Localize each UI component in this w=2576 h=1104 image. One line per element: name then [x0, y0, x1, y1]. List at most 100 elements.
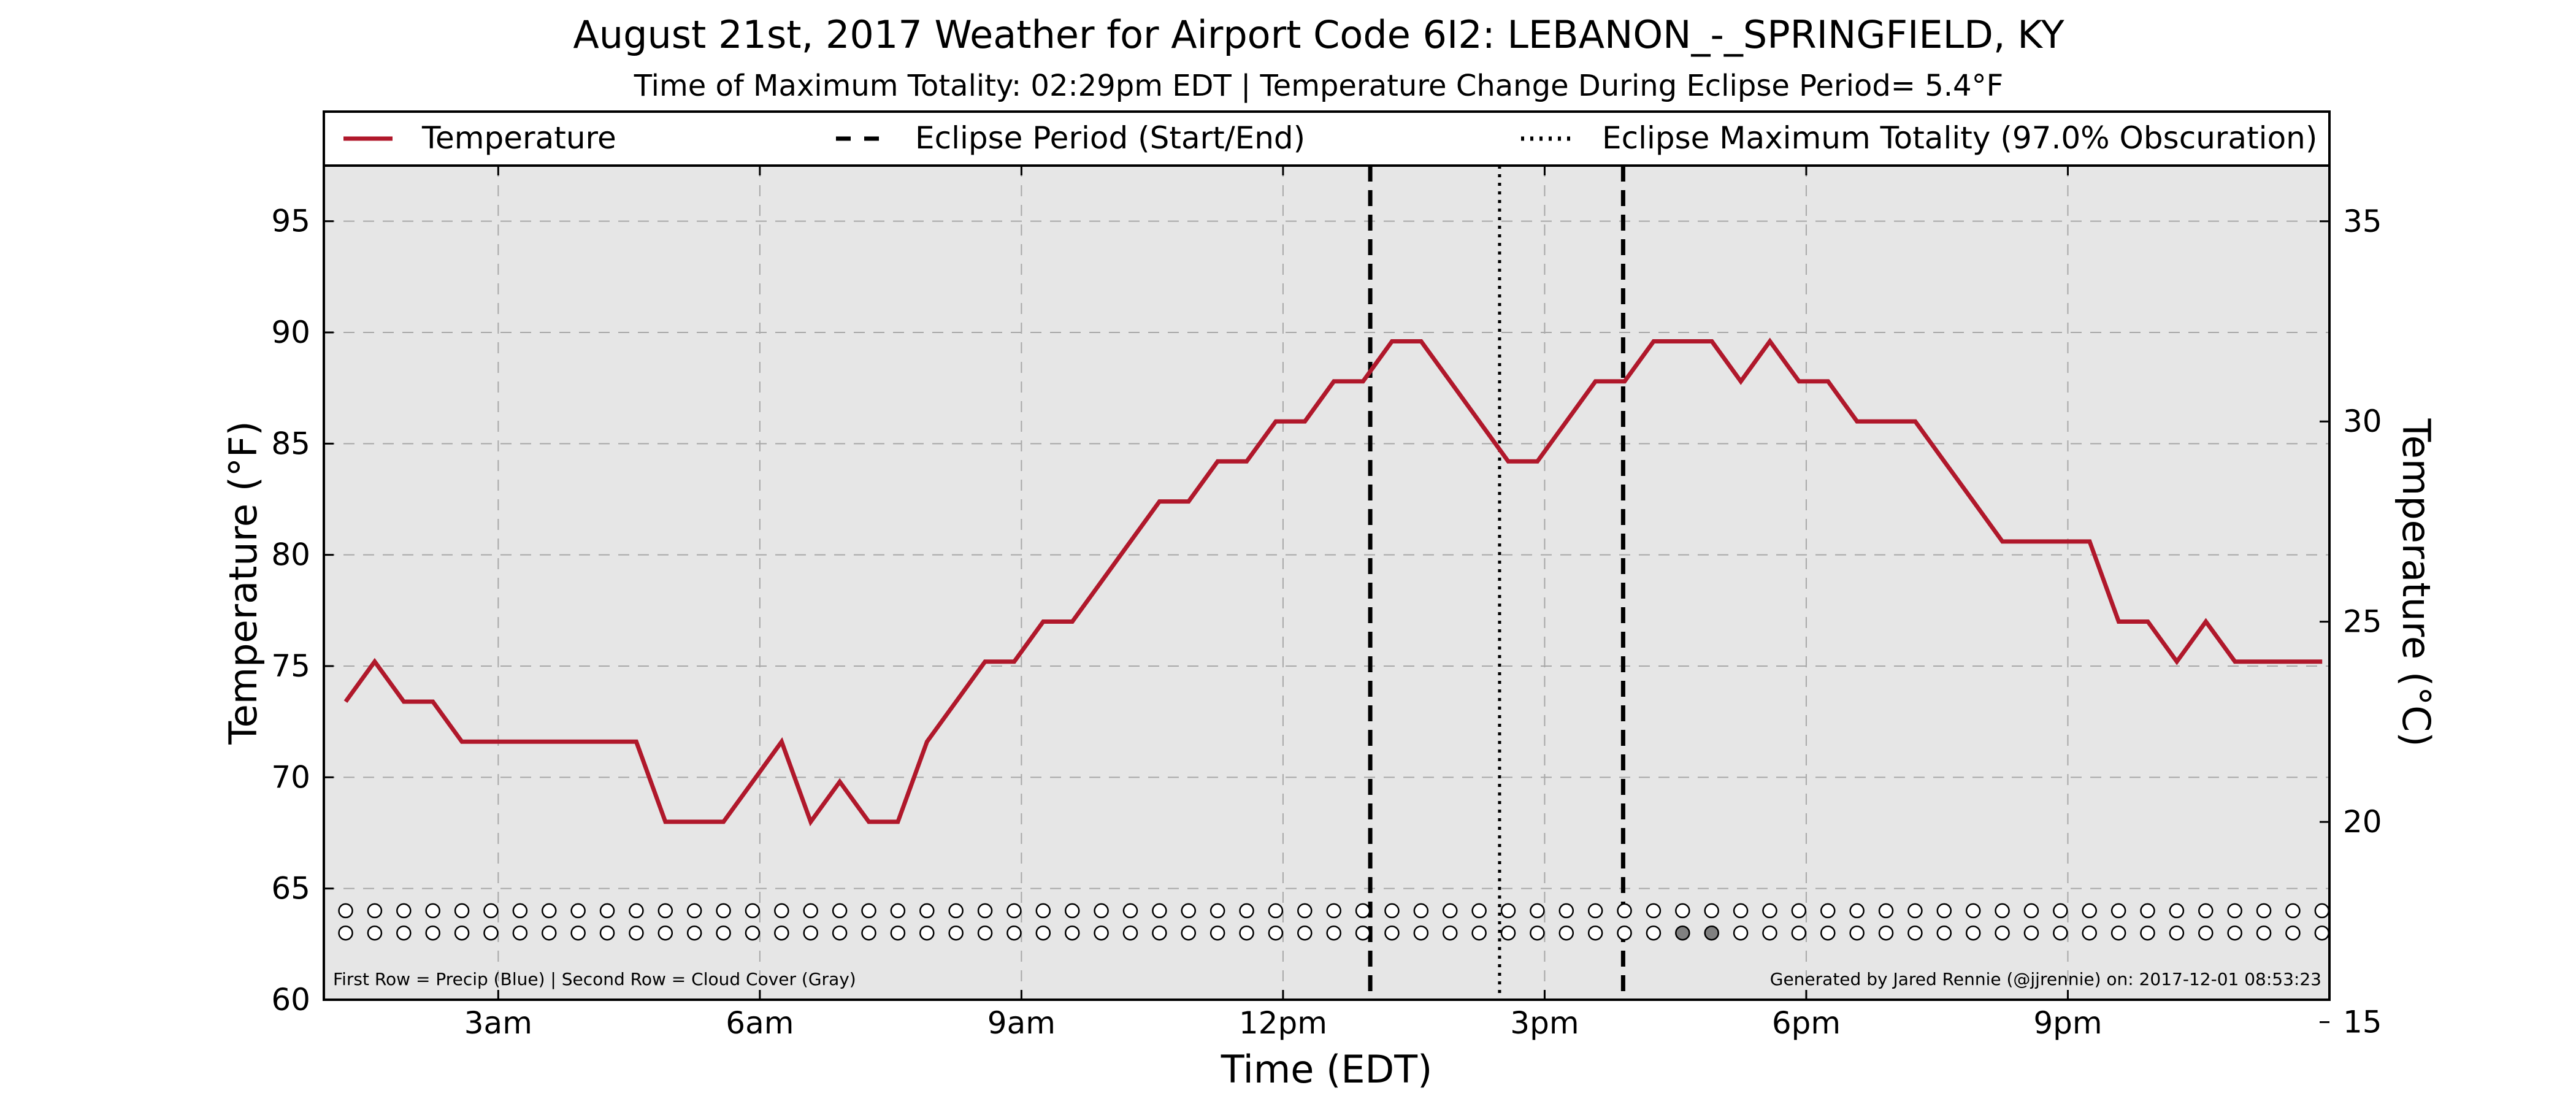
- precip-indicator: [1094, 903, 1109, 919]
- cloud-cover-indicator: [1704, 925, 1719, 941]
- cloud-cover-indicator: [2314, 925, 2330, 941]
- precip-indicator: [832, 903, 848, 919]
- legend-box: [323, 110, 2331, 167]
- precip-indicator: [1181, 903, 1197, 919]
- cloud-cover-indicator: [1995, 925, 2010, 941]
- footnote-right: Generated by Jared Rennie (@jjrennie) on…: [1770, 969, 2321, 989]
- cloud-cover-indicator: [1530, 925, 1545, 941]
- cloud-cover-indicator: [1035, 925, 1051, 941]
- precip-indicator: [919, 903, 935, 919]
- cloud-cover-indicator: [2082, 925, 2097, 941]
- precip-indicator: [1849, 903, 1865, 919]
- cloud-cover-indicator: [1355, 925, 1371, 941]
- precip-indicator: [1239, 903, 1254, 919]
- cloud-cover-indicator: [1209, 925, 1225, 941]
- cloud-cover-indicator: [919, 925, 935, 941]
- cloud-cover-indicator: [1791, 925, 1807, 941]
- precip-indicator: [948, 903, 964, 919]
- y-tick-label: 60: [271, 982, 310, 1018]
- precip-indicator: [1965, 903, 1981, 919]
- precip-indicator: [1617, 903, 1632, 919]
- precip-indicator: [1820, 903, 1836, 919]
- grid-layer: [324, 166, 2329, 1024]
- cloud-cover-indicator: [599, 925, 615, 941]
- precip-indicator: [1995, 903, 2010, 919]
- precip-indicator: [1413, 903, 1429, 919]
- precip-indicator: [2314, 903, 2330, 919]
- precip-indicator: [1733, 903, 1749, 919]
- precip-indicator: [1762, 903, 1777, 919]
- cloud-cover-indicator: [396, 925, 412, 941]
- precip-indicator: [1326, 903, 1341, 919]
- cloud-cover-indicator: [1297, 925, 1313, 941]
- precip-indicator: [2198, 903, 2214, 919]
- precip-indicator: [483, 903, 499, 919]
- precip-indicator: [861, 903, 876, 919]
- precip-indicator: [1675, 903, 1690, 919]
- cloud-cover-indicator: [774, 925, 789, 941]
- cloud-cover-indicator: [1820, 925, 1836, 941]
- precip-indicator: [745, 903, 761, 919]
- precip-indicator: [2140, 903, 2155, 919]
- y-tick-label-right: 15: [2343, 1005, 2382, 1040]
- cloud-cover-indicator: [1268, 925, 1284, 941]
- cloud-cover-indicator: [1907, 925, 1923, 941]
- cloud-cover-indicator: [1849, 925, 1865, 941]
- cloud-cover-indicator: [2140, 925, 2155, 941]
- cloud-cover-indicator: [2169, 925, 2185, 941]
- precip-indicator: [1500, 903, 1516, 919]
- precip-indicator: [1297, 903, 1313, 919]
- precip-indicator: [774, 903, 789, 919]
- cloud-cover-indicator: [716, 925, 731, 941]
- cloud-cover-indicator: [1762, 925, 1777, 941]
- cloud-cover-indicator: [1471, 925, 1487, 941]
- y-tick-label: 85: [271, 426, 310, 461]
- eclipse-lines: [1368, 166, 1625, 1000]
- precip-indicator: [1442, 903, 1458, 919]
- precip-indicator: [1006, 903, 1022, 919]
- precip-indicator: [599, 903, 615, 919]
- precip-indicator: [977, 903, 993, 919]
- cloud-cover-indicator: [1878, 925, 1894, 941]
- cloud-cover-indicator: [1413, 925, 1429, 941]
- cloud-cover-indicator: [861, 925, 876, 941]
- indicator-rows: [338, 903, 2330, 941]
- x-tick-label: 9am: [987, 1005, 1056, 1041]
- x-tick-label: 9pm: [2033, 1005, 2102, 1041]
- cloud-cover-indicator: [948, 925, 964, 941]
- y-tick-label: 95: [271, 204, 310, 239]
- y-tick-label: 90: [271, 315, 310, 350]
- chart-title: August 21st, 2017 Weather for Airport Co…: [573, 12, 2064, 57]
- precip-indicator: [1152, 903, 1167, 919]
- y-tick-label-right: 35: [2343, 204, 2382, 239]
- precip-indicator: [1268, 903, 1284, 919]
- x-tick-label: 3pm: [1510, 1005, 1579, 1041]
- cloud-cover-indicator: [454, 925, 470, 941]
- cloud-cover-indicator: [570, 925, 586, 941]
- x-tick-label: 12pm: [1239, 1005, 1327, 1041]
- cloud-cover-indicator: [2227, 925, 2242, 941]
- precip-indicator: [1791, 903, 1807, 919]
- cloud-cover-indicator: [1675, 925, 1690, 941]
- precip-indicator: [396, 903, 412, 919]
- precip-indicator: [1384, 903, 1400, 919]
- precip-indicator: [367, 903, 383, 919]
- cloud-cover-indicator: [890, 925, 906, 941]
- cloud-cover-indicator: [686, 925, 702, 941]
- cloud-cover-indicator: [1587, 925, 1603, 941]
- y-axis-label-left: Temperature (°F): [221, 421, 266, 745]
- precip-indicator: [1936, 903, 1952, 919]
- cloud-cover-indicator: [803, 925, 818, 941]
- y-axis-label-right: Temperature (°C): [2394, 418, 2439, 746]
- precip-indicator: [1355, 903, 1371, 919]
- legend-label-eclipse-max: Eclipse Maximum Totality (97.0% Obscurat…: [1602, 120, 2317, 156]
- precip-indicator: [2256, 903, 2272, 919]
- precip-indicator: [2285, 903, 2301, 919]
- precip-indicator: [657, 903, 673, 919]
- series-line-temperature: [343, 337, 2323, 827]
- legend-label-temperature: Temperature: [421, 120, 616, 156]
- precip-indicator: [1878, 903, 1894, 919]
- precip-indicator: [1122, 903, 1138, 919]
- y-tick-label-right: 20: [2343, 804, 2382, 840]
- cloud-cover-indicator: [338, 925, 353, 941]
